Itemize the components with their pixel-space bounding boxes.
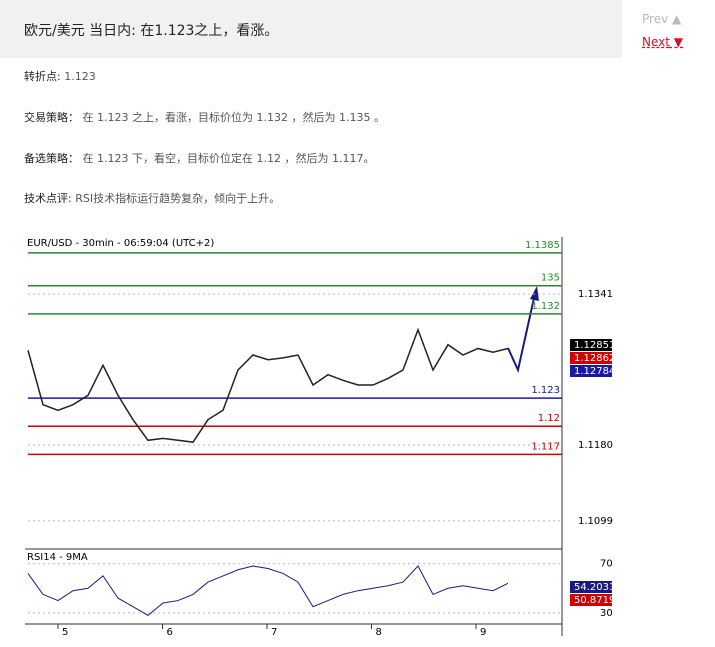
next-link[interactable]: Next ▼ <box>642 35 684 49</box>
label: 备选策略： <box>24 152 79 165</box>
rsi-label: 54.2031 <box>574 582 615 593</box>
x-tick-label: 8 <box>376 627 382 638</box>
forecast-arrowhead <box>530 286 539 301</box>
paragraph: 转折点: 1.123 <box>24 68 96 84</box>
price-label-box <box>570 365 612 377</box>
level-label: 135 <box>541 273 560 284</box>
header: 欧元/美元 当日内: 在1.123之上，看涨。 <box>0 0 622 58</box>
price-label: 1.12862 <box>574 353 615 364</box>
rsi-line <box>27 565 509 616</box>
level-label: 1.132 <box>531 301 560 312</box>
x-tick-label: 9 <box>480 627 486 638</box>
rsi-title: RSI14 - 9MA <box>27 552 88 563</box>
price-line <box>27 327 509 443</box>
level-label: 1.123 <box>531 385 560 396</box>
rsi-label-box <box>570 594 612 606</box>
text: RSI技术指标运行趋势复杂，倾向于上升。 <box>75 192 281 205</box>
prev-text[interactable]: Prev <box>642 12 669 26</box>
rsi-tick-label: 30 <box>600 608 613 619</box>
prev-link[interactable]: Prev ▲ <box>642 12 682 26</box>
text: 1.123 <box>64 70 96 83</box>
level-label: 1.12 <box>538 413 560 424</box>
y-tick-label: 1.1099 <box>578 516 613 527</box>
price-label-box <box>570 352 612 364</box>
price-label: 1.12784 <box>574 366 615 377</box>
paragraph: 技术点评: RSI技术指标运行趋势复杂，倾向于上升。 <box>24 190 280 206</box>
text: 在 1.123 之上，看涨，目标价位为 1.132 ，然后为 1.135 。 <box>82 111 385 124</box>
forecast-arrow <box>507 297 535 374</box>
x-tick-label: 6 <box>167 627 173 638</box>
label: 交易策略： <box>24 111 79 124</box>
header-title: 欧元/美元 当日内: 在1.123之上，看涨。 <box>24 23 279 39</box>
chart-title: EUR/USD - 30min - 06:59:04 (UTC+2) <box>27 238 214 249</box>
x-tick-label: 5 <box>62 627 68 638</box>
paragraph: 备选策略： 在 1.123 下，看空，目标价位定在 1.12 ，然后为 1.11… <box>24 150 374 166</box>
y-tick-label: 1.1180 <box>578 440 613 451</box>
label: 技术点评: <box>24 192 72 205</box>
y-tick-label: 1.1341 <box>578 289 613 300</box>
price-label-box <box>570 339 612 351</box>
rsi-tick-label: 70 <box>600 559 613 570</box>
next-text[interactable]: Next <box>642 35 670 49</box>
level-label: 1.1385 <box>525 240 560 251</box>
level-label: 1.117 <box>531 441 560 452</box>
x-tick-label: 7 <box>271 627 277 638</box>
text: 在 1.123 下，看空，目标价位定在 1.12 ，然后为 1.117。 <box>82 152 375 165</box>
rsi-label: 50.8719 <box>574 595 615 606</box>
label: 转折点: <box>24 70 61 83</box>
rsi-label-box <box>570 581 612 593</box>
price-label: 1.12851 <box>574 340 615 351</box>
paragraph: 交易策略： 在 1.123 之上，看涨，目标价位为 1.132 ，然后为 1.1… <box>24 109 385 125</box>
